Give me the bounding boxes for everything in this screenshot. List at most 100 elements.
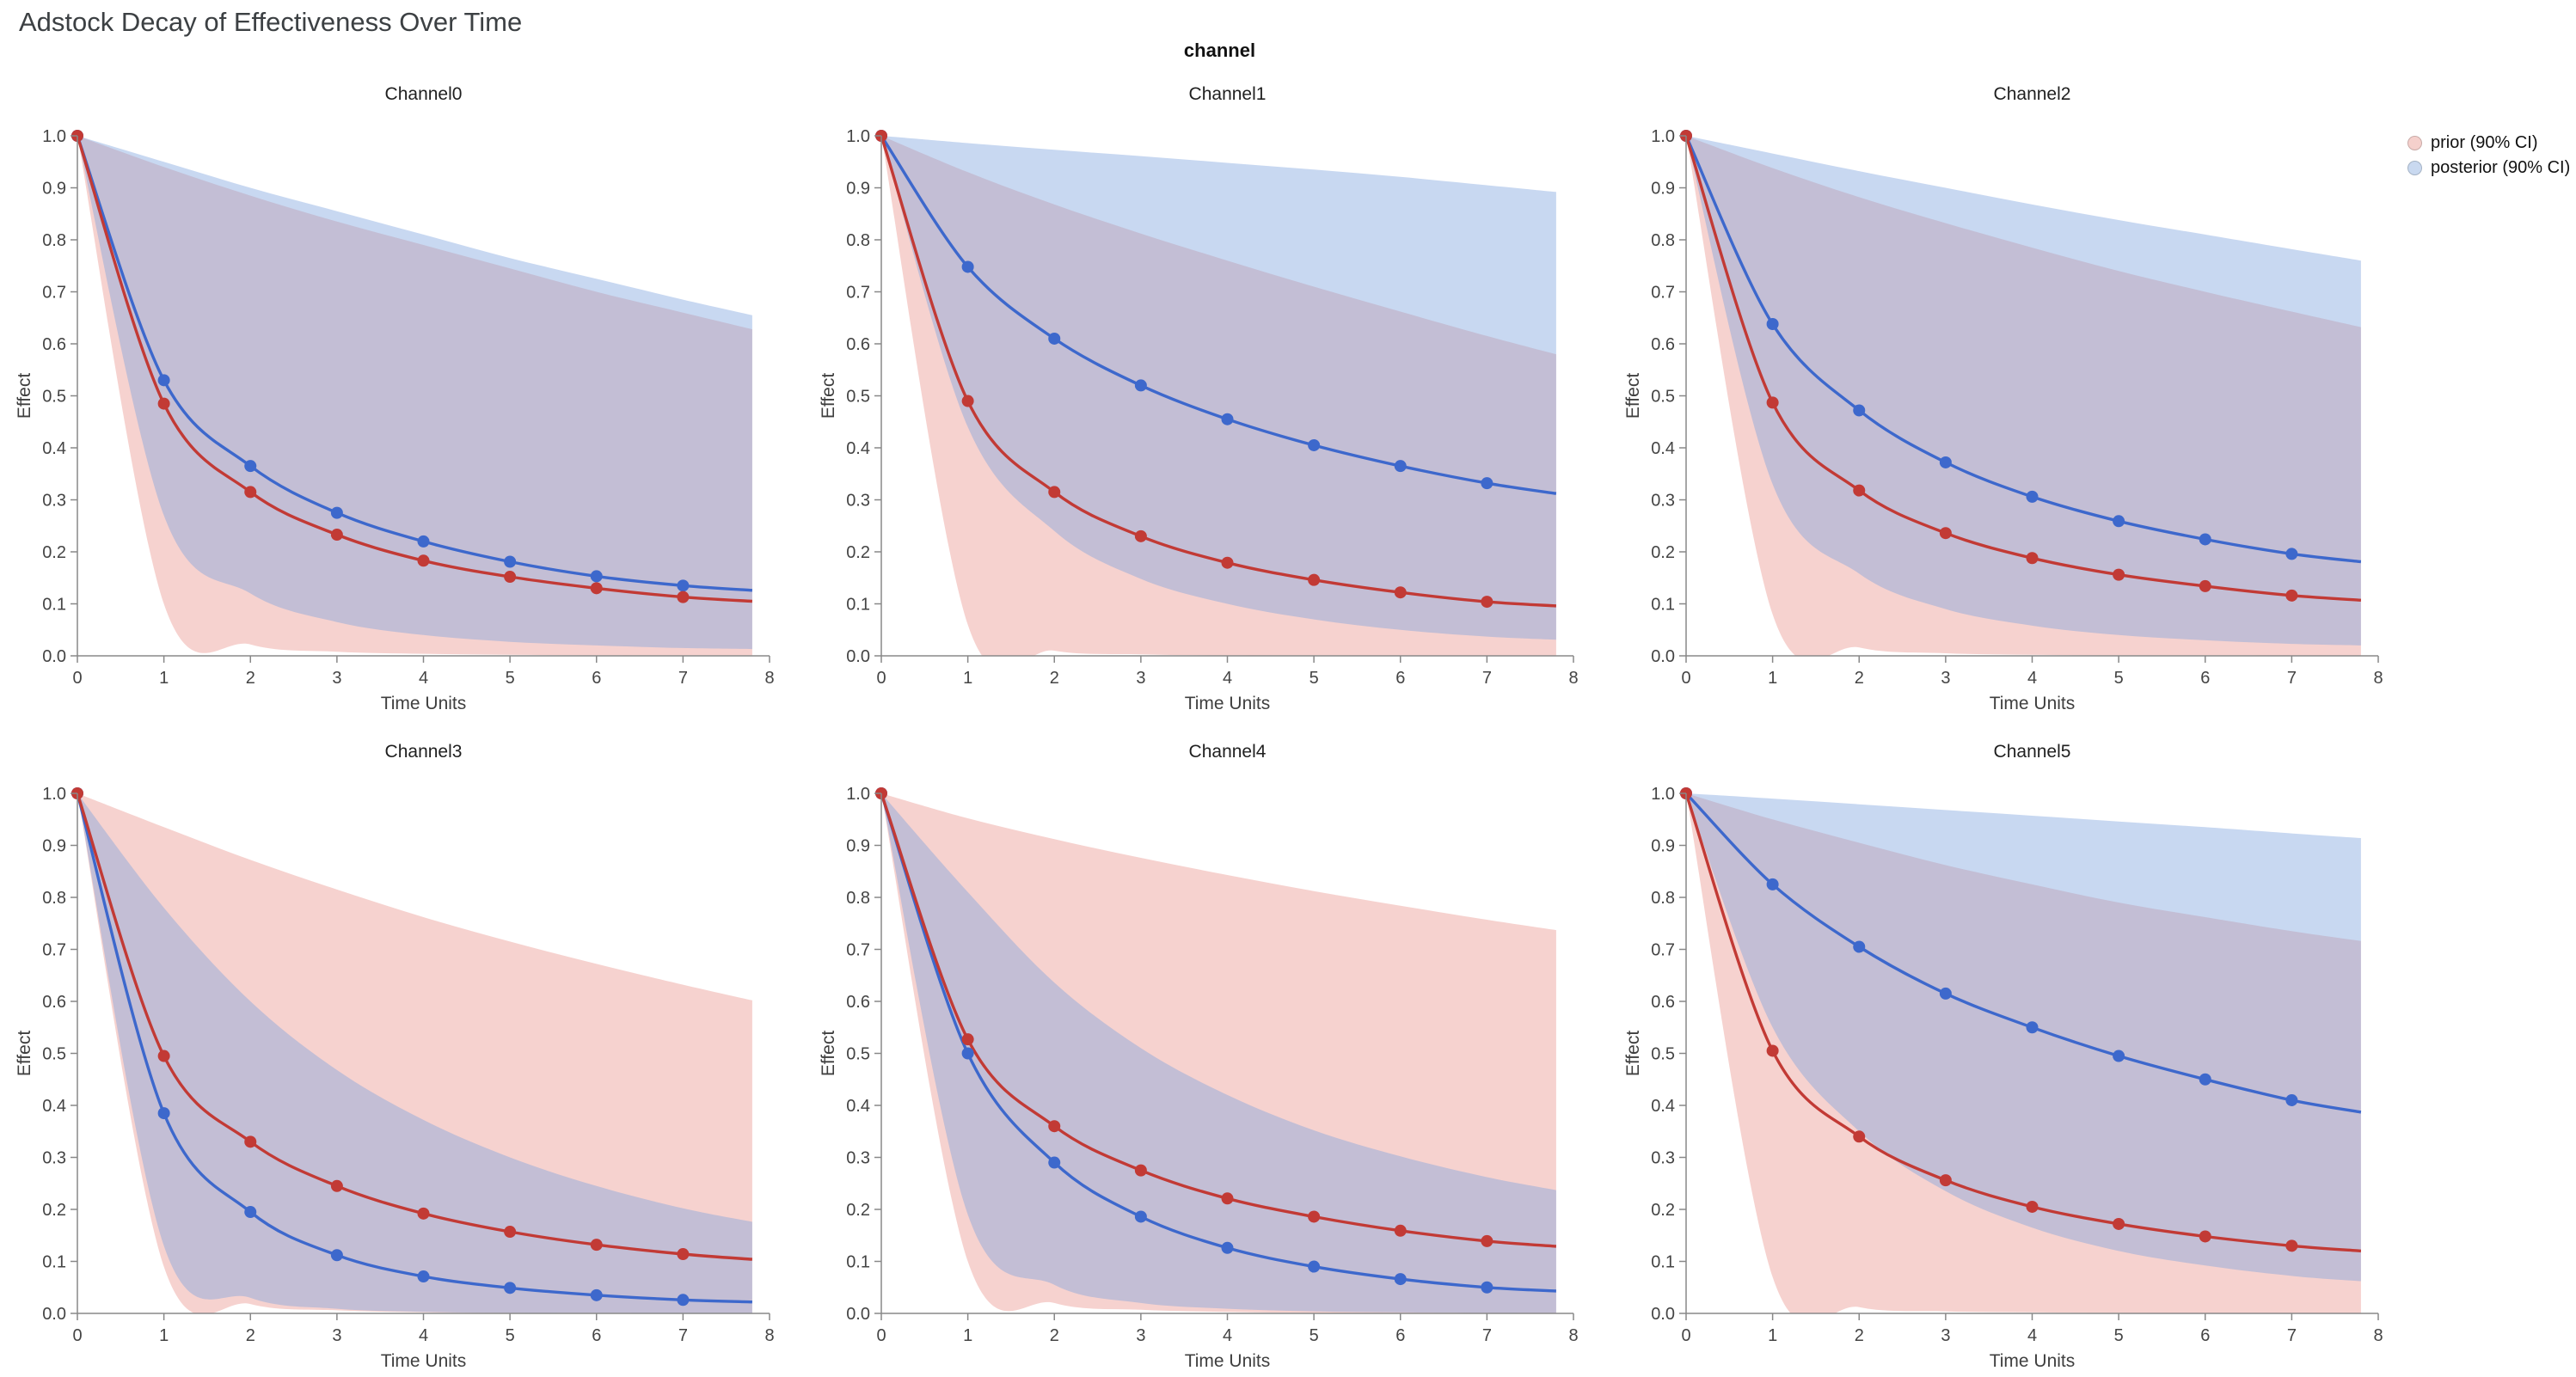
y-tick-label: 0.8 bbox=[42, 231, 66, 250]
x-tick-label: 6 bbox=[2200, 669, 2210, 688]
x-tick-label: 6 bbox=[1395, 1326, 1405, 1345]
y-tick-label: 0.8 bbox=[846, 889, 870, 908]
prior-point bbox=[1048, 1120, 1061, 1133]
x-tick-label: 0 bbox=[72, 669, 82, 688]
posterior-point bbox=[1394, 460, 1407, 473]
posterior-point bbox=[157, 1107, 170, 1120]
y-tick-label: 0.9 bbox=[1651, 837, 1675, 856]
y-axis-title: Effect bbox=[1624, 373, 1643, 419]
y-tick-label: 1.0 bbox=[846, 127, 870, 146]
y-tick-label: 0.0 bbox=[846, 1305, 870, 1324]
posterior-ci-band bbox=[881, 136, 1556, 640]
posterior-point bbox=[1048, 332, 1061, 345]
y-tick-label: 0.7 bbox=[846, 941, 870, 960]
y-tick-label: 0.9 bbox=[42, 837, 66, 856]
x-tick-label: 0 bbox=[1681, 669, 1690, 688]
posterior-point bbox=[1481, 1281, 1493, 1294]
y-tick-label: 0.9 bbox=[1651, 180, 1675, 199]
posterior-mean-line bbox=[881, 136, 1557, 495]
prior-point bbox=[1939, 527, 1952, 540]
posterior-point bbox=[2026, 1021, 2039, 1034]
plot-area bbox=[881, 136, 1557, 656]
posterior-point bbox=[1221, 413, 1234, 425]
y-tick-label: 0.7 bbox=[1651, 284, 1675, 303]
prior-point bbox=[417, 1207, 430, 1220]
prior-point bbox=[590, 1239, 603, 1252]
facet-title: Channel3 bbox=[385, 742, 463, 762]
y-axis-title: Effect bbox=[15, 373, 34, 419]
posterior-point bbox=[1853, 940, 1866, 953]
x-tick-label: 2 bbox=[1050, 669, 1059, 688]
posterior-point bbox=[1308, 438, 1321, 451]
y-tick-label: 0.9 bbox=[42, 180, 66, 199]
prior-point bbox=[677, 591, 690, 603]
y-tick-label: 0.3 bbox=[1651, 492, 1675, 511]
y-tick-label: 0.3 bbox=[42, 1149, 66, 1168]
y-axis-title: Effect bbox=[1624, 1031, 1643, 1076]
prior-point bbox=[1308, 1210, 1321, 1223]
x-tick-label: 0 bbox=[876, 669, 886, 688]
x-tick-label: 3 bbox=[1136, 669, 1145, 688]
page-title: Adstock Decay of Effectiveness Over Time bbox=[19, 7, 523, 37]
x-tick-label: 3 bbox=[1941, 669, 1950, 688]
prior-point bbox=[244, 1135, 257, 1148]
prior-point bbox=[1853, 1130, 1866, 1143]
x-tick-label: 5 bbox=[1309, 669, 1319, 688]
posterior-point bbox=[2026, 490, 2039, 503]
prior-point bbox=[590, 582, 603, 595]
x-tick-label: 1 bbox=[1768, 669, 1777, 688]
prior-point bbox=[2113, 1217, 2125, 1230]
prior-point bbox=[961, 395, 974, 407]
posterior-point bbox=[2199, 533, 2211, 546]
y-tick-label: 0.0 bbox=[42, 1305, 66, 1324]
x-tick-label: 5 bbox=[1309, 1326, 1319, 1345]
y-tick-label: 0.9 bbox=[846, 180, 870, 199]
x-tick-label: 3 bbox=[332, 669, 341, 688]
prior-point bbox=[1394, 586, 1407, 599]
prior-point bbox=[417, 554, 430, 567]
x-tick-label: 2 bbox=[1855, 669, 1864, 688]
prior-ci-band bbox=[1686, 793, 2361, 1313]
plot-area bbox=[77, 136, 753, 656]
x-tick-label: 5 bbox=[2114, 669, 2124, 688]
y-tick-label: 0.4 bbox=[1651, 1097, 1675, 1116]
y-tick-label: 0.6 bbox=[42, 993, 66, 1012]
y-tick-label: 0.0 bbox=[1651, 647, 1675, 666]
legend-item-prior: prior (90% CI) bbox=[2407, 131, 2570, 156]
prior-point bbox=[330, 1179, 343, 1192]
y-tick-label: 0.2 bbox=[42, 543, 66, 562]
posterior-point bbox=[1221, 1241, 1234, 1254]
x-tick-label: 0 bbox=[1681, 1326, 1690, 1345]
y-tick-label: 0.6 bbox=[846, 993, 870, 1012]
prior-mean-line bbox=[77, 136, 753, 603]
x-tick-label: 1 bbox=[1768, 1326, 1777, 1345]
prior-point bbox=[1048, 486, 1061, 499]
posterior-point bbox=[1134, 1210, 1147, 1223]
x-tick-label: 2 bbox=[1855, 1326, 1864, 1345]
posterior-point bbox=[1481, 477, 1493, 490]
prior-point bbox=[1939, 1174, 1952, 1187]
prior-ci-band bbox=[77, 136, 752, 656]
x-tick-label: 8 bbox=[764, 1326, 774, 1345]
x-tick-label: 4 bbox=[419, 1326, 428, 1345]
prior-mean-line bbox=[881, 136, 1557, 608]
y-axis-title: Effect bbox=[819, 1031, 838, 1076]
y-tick-label: 0.1 bbox=[846, 596, 870, 615]
y-tick-label: 0.3 bbox=[846, 1149, 870, 1168]
y-tick-label: 0.5 bbox=[42, 1045, 66, 1064]
facet-title: Channel5 bbox=[1994, 742, 2071, 762]
posterior-point bbox=[330, 506, 343, 519]
legend-label-prior: prior (90% CI) bbox=[2431, 133, 2538, 152]
plot-area bbox=[1686, 136, 2362, 656]
y-tick-label: 0.1 bbox=[1651, 596, 1675, 615]
x-tick-label: 6 bbox=[592, 669, 601, 688]
x-tick-label: 5 bbox=[506, 1326, 515, 1345]
x-axis-title: Time Units bbox=[381, 694, 467, 713]
posterior-ci-band bbox=[881, 793, 1556, 1313]
posterior-point bbox=[244, 1206, 257, 1219]
legend-item-posterior: posterior (90% CI) bbox=[2407, 156, 2570, 181]
y-tick-label: 0.8 bbox=[1651, 889, 1675, 908]
facet-chart-channel0: Channel0 0 1 2 3 4 5 6 7 8 0.0 0.1 0.2 0.3 0.4 0.5 0.6 0.… bbox=[15, 84, 775, 713]
x-tick-label: 8 bbox=[764, 669, 774, 688]
posterior-mean-line bbox=[881, 793, 1556, 1293]
